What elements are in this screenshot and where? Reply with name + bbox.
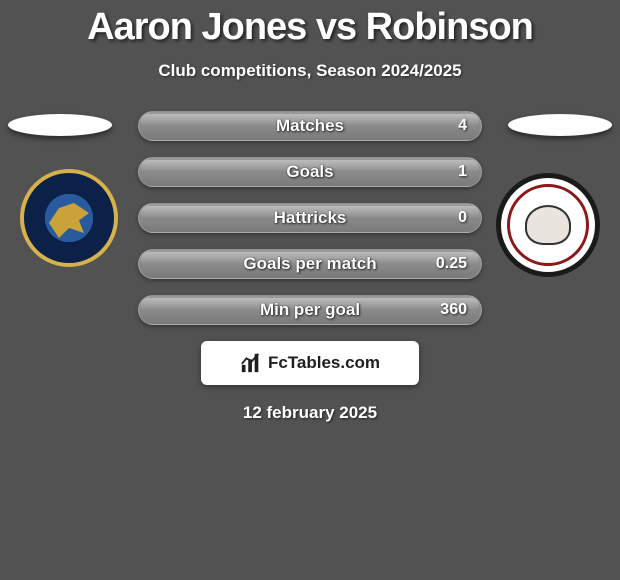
stat-row-goals-per-match: Goals per match 0.25 bbox=[138, 249, 482, 279]
stat-value-right: 0 bbox=[458, 209, 467, 227]
player-right-pedestal bbox=[508, 114, 612, 136]
comparison-panel: Matches 4 Goals 1 Hattricks 0 Goals per … bbox=[0, 111, 620, 423]
club-badge-left bbox=[20, 169, 118, 267]
stat-row-goals: Goals 1 bbox=[138, 157, 482, 187]
stat-label: Hattricks bbox=[274, 208, 347, 228]
branding-text: FcTables.com bbox=[268, 353, 380, 373]
subtitle: Club competitions, Season 2024/2025 bbox=[0, 61, 620, 81]
branding-box[interactable]: FcTables.com bbox=[201, 341, 419, 385]
stat-label: Goals per match bbox=[243, 254, 376, 274]
stat-row-hattricks: Hattricks 0 bbox=[138, 203, 482, 233]
stat-value-right: 1 bbox=[458, 163, 467, 181]
stat-label: Goals bbox=[286, 162, 333, 182]
bar-chart-icon bbox=[240, 352, 262, 374]
date-label: 12 february 2025 bbox=[0, 403, 620, 423]
club-badge-right bbox=[496, 173, 600, 277]
bull-icon bbox=[525, 205, 571, 245]
stat-value-right: 0.25 bbox=[436, 255, 467, 273]
stat-value-right: 360 bbox=[440, 301, 467, 319]
stat-row-matches: Matches 4 bbox=[138, 111, 482, 141]
stat-label: Matches bbox=[276, 116, 344, 136]
stat-rows: Matches 4 Goals 1 Hattricks 0 Goals per … bbox=[138, 111, 482, 325]
stat-row-min-per-goal: Min per goal 360 bbox=[138, 295, 482, 325]
bird-icon bbox=[44, 193, 94, 243]
stat-value-right: 4 bbox=[458, 117, 467, 135]
page-title: Aaron Jones vs Robinson bbox=[0, 0, 620, 49]
stat-label: Min per goal bbox=[260, 300, 360, 320]
player-left-pedestal bbox=[8, 114, 112, 136]
